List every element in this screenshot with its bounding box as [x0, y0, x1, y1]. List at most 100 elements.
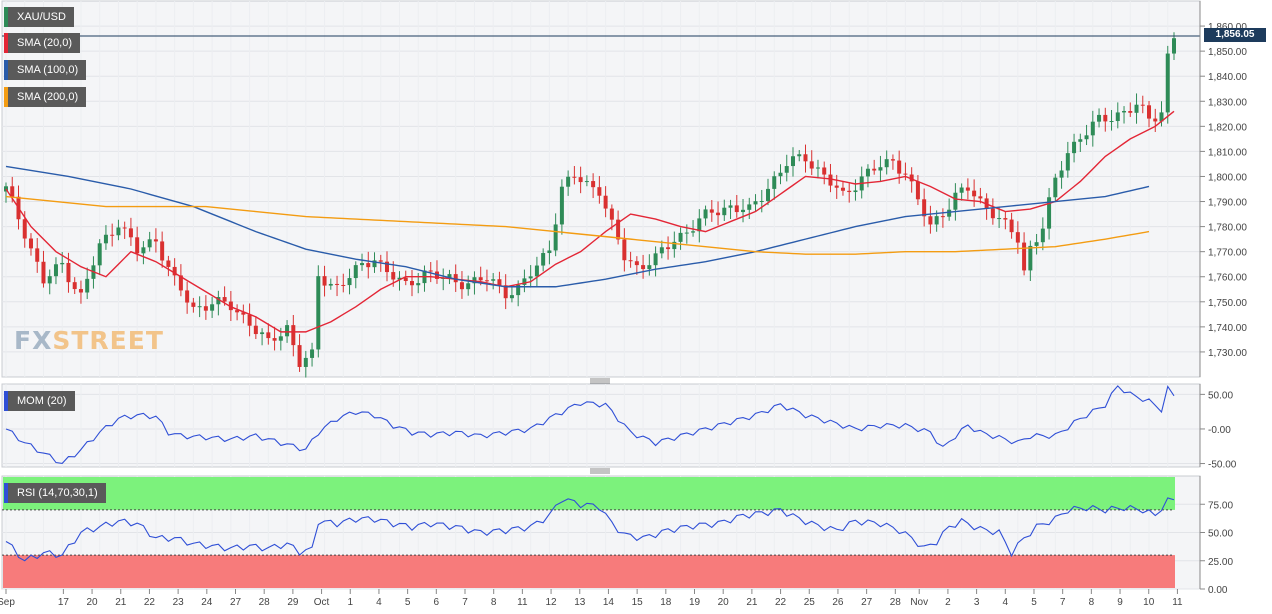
- candle-body: [253, 325, 258, 335]
- x-tick-label: 17: [58, 597, 70, 608]
- candle-body: [534, 265, 539, 277]
- candle-body: [1072, 141, 1077, 154]
- candle-body: [222, 297, 227, 302]
- x-tick-label: 13: [574, 597, 586, 608]
- candle-body: [672, 241, 677, 250]
- candle-body: [97, 243, 102, 266]
- candle-body: [28, 238, 33, 249]
- candle-body: [597, 187, 602, 196]
- candle-body: [453, 274, 458, 283]
- candle-body: [285, 325, 290, 337]
- candle-body: [847, 190, 852, 193]
- x-tick-label: 12: [546, 597, 558, 608]
- candle-body: [572, 176, 577, 178]
- candle-body: [391, 272, 396, 280]
- candle-body: [278, 336, 283, 341]
- x-tick-label: 5: [1031, 597, 1037, 608]
- candle-body: [491, 279, 496, 281]
- y-tick-label: 0.00: [1208, 585, 1228, 596]
- candle-body: [666, 247, 671, 250]
- y-tick-label: 1,730.00: [1208, 348, 1247, 359]
- candle-body: [122, 227, 127, 229]
- candle-body: [972, 190, 977, 197]
- candle-body: [466, 283, 471, 290]
- candle-body: [790, 156, 795, 167]
- candle-body: [22, 219, 27, 239]
- candle-body: [385, 261, 390, 273]
- candle-body: [335, 283, 340, 285]
- candle-body: [4, 186, 8, 192]
- candle-body: [397, 277, 402, 280]
- candle-body: [803, 154, 808, 162]
- candle-body: [153, 239, 158, 242]
- candle-body: [940, 216, 945, 218]
- candle-body: [141, 247, 146, 254]
- sma100-line: [5, 165, 1150, 288]
- x-tick-label: 25: [804, 597, 816, 608]
- candle-body: [922, 199, 927, 217]
- candle-body: [303, 357, 308, 367]
- current-price-tag: 1,856.05: [1204, 28, 1266, 42]
- candle-body: [691, 231, 696, 233]
- candle-body: [553, 224, 558, 251]
- mom-legend[interactable]: MOM (20): [4, 391, 75, 411]
- y-tick-label: 50.00: [1208, 390, 1233, 401]
- sma100-legend[interactable]: SMA (100,0): [4, 60, 87, 80]
- candle-body: [641, 265, 646, 270]
- candle-body: [409, 281, 414, 286]
- candle-body: [653, 253, 658, 266]
- candle-body: [747, 204, 752, 210]
- candle-body: [978, 196, 983, 199]
- candle-body: [628, 260, 633, 262]
- candle-body: [622, 239, 627, 261]
- x-tick-label: 11: [517, 597, 528, 608]
- y-tick-label: 1,810.00: [1208, 147, 1247, 158]
- candle-body: [1103, 114, 1108, 122]
- fxstreet-logo: FXSTREET: [14, 326, 164, 355]
- y-tick-label: 25.00: [1208, 557, 1233, 568]
- candle-body: [1028, 245, 1033, 271]
- candle-body: [116, 227, 121, 236]
- candle-body: [478, 277, 483, 281]
- candle-body: [497, 279, 502, 286]
- x-tick-label: 8: [1089, 597, 1095, 608]
- candle-body: [135, 237, 140, 254]
- candle-body: [47, 276, 52, 284]
- candle-body: [778, 172, 783, 177]
- rsi-legend[interactable]: RSI (14,70,30,1): [4, 483, 106, 503]
- candle-body: [753, 201, 758, 205]
- candle-body: [1159, 112, 1164, 122]
- candle-body: [347, 278, 352, 286]
- sma20-legend[interactable]: SMA (20,0): [4, 33, 81, 53]
- candle-body: [909, 174, 914, 182]
- candle-body: [178, 275, 183, 291]
- y-tick-label: -0.00: [1208, 425, 1231, 436]
- candle-body: [741, 209, 746, 213]
- rsi-line: [5, 497, 1175, 562]
- x-tick-label: 10: [1143, 597, 1155, 608]
- candle-body: [353, 265, 358, 279]
- candle-body: [1134, 104, 1139, 113]
- candle-body: [897, 160, 902, 174]
- candle-body: [797, 154, 802, 157]
- symbol-legend[interactable]: XAU/USD: [4, 7, 74, 27]
- candle-body: [366, 263, 371, 268]
- y-tick-label: 1,800.00: [1208, 172, 1247, 183]
- candle-body: [928, 216, 933, 225]
- sma200-legend[interactable]: SMA (200,0): [4, 87, 87, 107]
- candle-body: [266, 332, 271, 339]
- candle-body: [41, 261, 46, 284]
- candle-body: [828, 174, 833, 186]
- y-tick-label: 1,820.00: [1208, 122, 1247, 133]
- y-tick-label: 50.00: [1208, 529, 1233, 540]
- x-tick-label: 9: [1117, 597, 1123, 608]
- candle-body: [53, 264, 58, 277]
- candle-body: [728, 205, 733, 208]
- candle-body: [160, 241, 165, 261]
- candle-body: [522, 278, 527, 285]
- candle-body: [541, 253, 546, 266]
- candle-body: [416, 283, 421, 286]
- candle-body: [203, 306, 208, 311]
- candle-body: [1003, 218, 1008, 220]
